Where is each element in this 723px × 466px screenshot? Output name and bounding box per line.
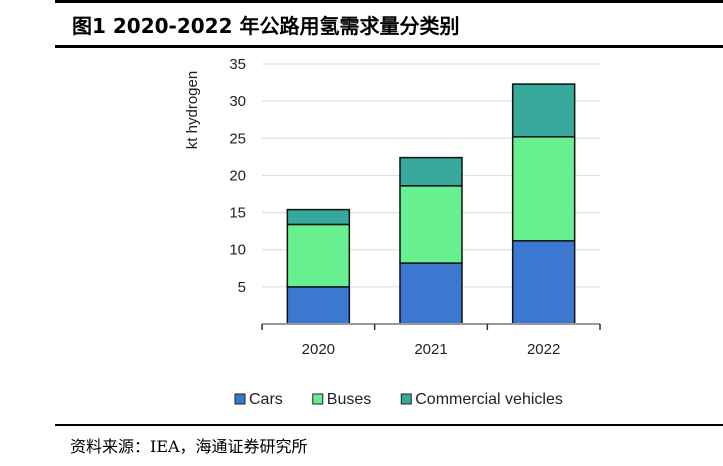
y-tick-label: 15 <box>229 205 246 222</box>
legend-swatch <box>400 393 412 405</box>
bar-buses-2020 <box>286 223 351 288</box>
y-tick-label: 35 <box>229 56 246 73</box>
bar-cars-2021 <box>399 262 463 325</box>
x-tick-label: 2021 <box>414 341 447 358</box>
bar-cars-2022 <box>511 240 576 325</box>
legend-swatch <box>234 393 246 405</box>
y-tick-label: 10 <box>229 242 246 259</box>
y-axis-label: kt hydrogen <box>184 71 201 149</box>
bar-commercial-vehicles-2020 <box>286 208 351 226</box>
bar-commercial-vehicles-2021 <box>399 156 463 187</box>
legend-swatch <box>312 393 324 405</box>
y-tick-label: 5 <box>238 279 246 296</box>
bar-buses-2022 <box>511 136 576 242</box>
y-tick-label: 20 <box>229 167 246 184</box>
top-rule <box>55 0 723 3</box>
title-rule <box>55 45 723 48</box>
bar-cars-2020 <box>286 286 351 325</box>
bar-buses-2021 <box>399 185 463 264</box>
legend-label: Buses <box>327 391 371 408</box>
bottom-rule <box>55 424 723 426</box>
x-tick-label: 2020 <box>302 341 335 358</box>
figure-title: 图1 2020-2022 年公路用氢需求量分类别 <box>72 14 460 38</box>
x-tick-label: 2022 <box>527 341 560 358</box>
legend-label: Commercial vehicles <box>415 391 563 408</box>
bar-commercial-vehicles-2022 <box>511 83 576 138</box>
legend-label: Cars <box>249 391 283 408</box>
y-tick-label: 25 <box>229 130 246 147</box>
y-tick-label: 30 <box>229 93 246 110</box>
source-note: 资料来源：IEA，海通证券研究所 <box>70 437 308 456</box>
